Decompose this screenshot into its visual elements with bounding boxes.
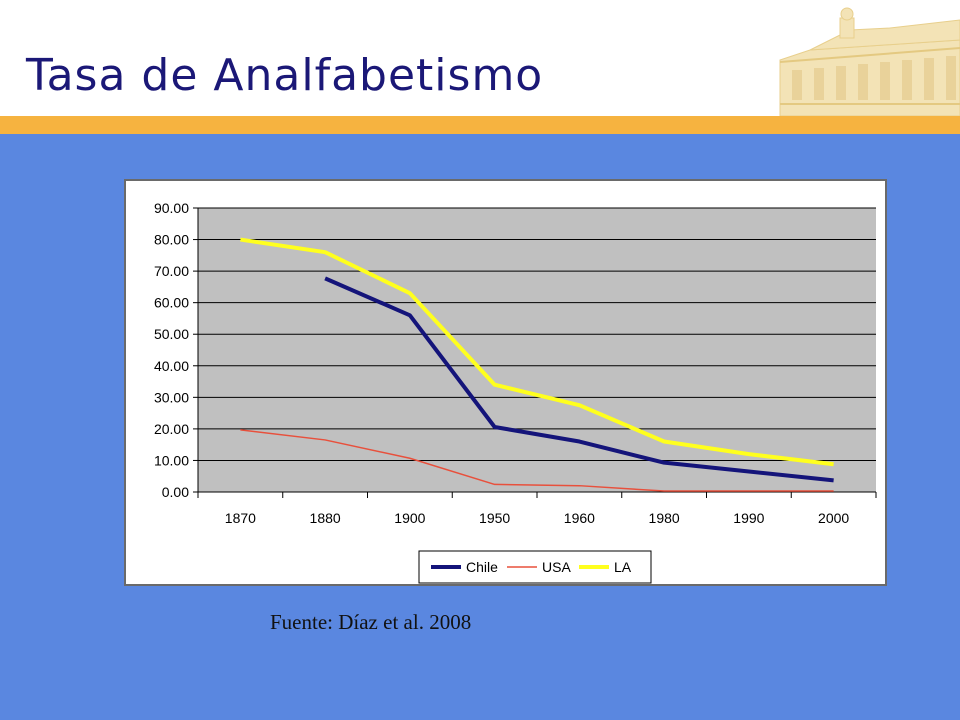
x-tick-label: 1880 — [310, 510, 341, 526]
series-line-chile — [324, 276, 834, 483]
x-tick-label: 1980 — [649, 510, 680, 526]
y-tick-label: 30.00 — [154, 389, 189, 405]
series-line-la — [240, 237, 834, 467]
y-tick-label: 70.00 — [154, 263, 189, 279]
line-chart: 0.00 10.00 20.00 30.00 40.00 50.00 60.00 70.00 8… — [154, 200, 877, 584]
series — [240, 237, 834, 492]
y-tick-label: 0.00 — [162, 484, 189, 500]
y-tick-label: 40.00 — [154, 358, 189, 374]
x-tick-label: 1870 — [225, 510, 256, 526]
plot-area — [198, 208, 876, 492]
grid — [198, 207, 876, 461]
axes: 0.00 10.00 20.00 30.00 40.00 50.00 60.00 70.00 8… — [154, 200, 877, 526]
y-tick-label: 20.00 — [154, 421, 189, 437]
y-tick-label: 90.00 — [154, 200, 189, 216]
x-tick-label: 2000 — [818, 510, 849, 526]
y-tick-label: 10.00 — [154, 452, 189, 468]
x-tick-label: 1960 — [564, 510, 595, 526]
x-tick-label: 1900 — [394, 510, 425, 526]
chart-frame: 0.00 10.00 20.00 30.00 40.00 50.00 60.00 70.00 8… — [124, 179, 887, 586]
y-tick-label: 80.00 — [154, 232, 189, 248]
source-note: Fuente: Díaz et al. 2008 — [270, 610, 472, 634]
building-illustration — [779, 7, 960, 116]
y-tick-label: 50.00 — [154, 326, 189, 342]
x-tick-label: 1950 — [479, 510, 510, 526]
series-line-usa — [240, 429, 834, 492]
slide-header: Tasa de Analfabetismo — [0, 0, 960, 116]
legend: Chile USA LA — [418, 550, 652, 584]
y-tick-label: 60.00 — [154, 295, 189, 311]
legend-label-chile: Chile — [466, 559, 498, 575]
legend-label-usa: USA — [542, 559, 571, 575]
slide-title: Tasa de Analfabetismo — [26, 50, 544, 101]
header-accent-band — [0, 116, 960, 134]
legend-label-la: LA — [614, 559, 632, 575]
x-tick-label: 1990 — [733, 510, 764, 526]
